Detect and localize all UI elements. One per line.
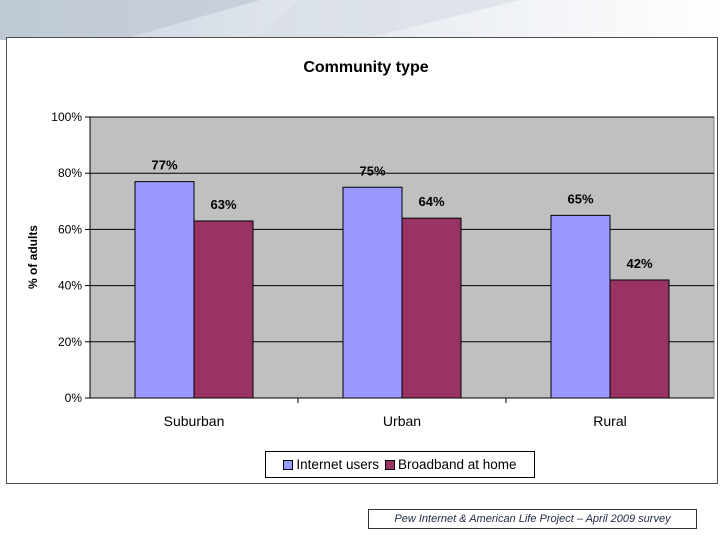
bar-internet-users-suburban (134, 181, 195, 399)
chart-title: Community type (303, 59, 428, 76)
source-note: Pew Internet & American Life Project – A… (368, 509, 697, 529)
bar-broadband-at-home-urban (401, 217, 462, 399)
y-tick-label: 20% (58, 335, 82, 349)
data-label-internet-users-urban: 75% (359, 163, 385, 178)
bar-internet-users-urban (342, 186, 403, 399)
x-tick-label-rural: Rural (593, 413, 626, 429)
data-label-internet-users-suburban: 77% (151, 158, 177, 173)
y-tick-label: 100% (51, 110, 82, 124)
data-label-broadband-at-home-rural: 42% (626, 256, 652, 271)
legend-item-broadband-at-home: Broadband at home (384, 457, 517, 472)
data-label-internet-users-rural: 65% (567, 191, 593, 206)
legend-swatch-broadband-at-home (384, 459, 395, 470)
y-axis-label: % of adults (26, 225, 40, 289)
legend-swatch-internet-users (283, 459, 294, 470)
legend-item-internet-users: Internet users (283, 457, 379, 472)
bar-internet-users-rural (550, 214, 611, 399)
y-tick-label: 80% (58, 166, 82, 180)
legend-label-internet-users: Internet users (296, 457, 379, 472)
x-tick-label-suburban: Suburban (164, 413, 225, 429)
y-tick-label: 40% (58, 279, 82, 293)
legend-label-broadband-at-home: Broadband at home (397, 457, 517, 472)
data-label-broadband-at-home-urban: 64% (418, 194, 444, 209)
y-tick-label: 0% (65, 391, 83, 405)
x-tick-label-urban: Urban (383, 413, 421, 429)
bar-broadband-at-home-suburban (193, 220, 254, 399)
data-label-broadband-at-home-suburban: 63% (210, 197, 236, 212)
chart-legend: Internet users Broadband at home (265, 451, 535, 478)
y-tick-label: 60% (58, 222, 82, 236)
bar-broadband-at-home-rural (609, 279, 670, 399)
